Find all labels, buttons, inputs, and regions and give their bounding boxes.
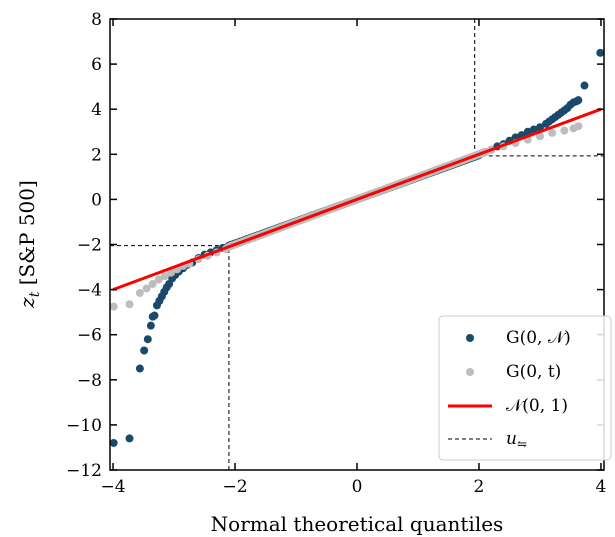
legend-label-normal: 𝒩(0, 1) <box>506 396 568 416</box>
data-point-g0n <box>535 123 544 132</box>
y-tick-label: 2 <box>91 145 102 165</box>
data-point-g0n <box>596 48 605 57</box>
y-tick-label: −12 <box>66 461 102 481</box>
data-point-g0n <box>143 335 152 344</box>
series-g0t <box>109 122 583 311</box>
data-point-g0t <box>166 268 175 277</box>
reference-line-normal <box>112 107 602 292</box>
y-tick-label: −8 <box>77 371 102 391</box>
legend-label-g0t: G(0, t) <box>506 362 561 382</box>
data-point-g0t <box>142 284 151 293</box>
data-point-g0t <box>148 279 157 288</box>
data-point-g0n <box>135 364 144 373</box>
y-axis-label-subscript: t <box>27 291 43 297</box>
data-point-g0n <box>580 81 589 90</box>
y-tick-label: −10 <box>66 416 102 436</box>
plot-data-layer <box>109 19 605 470</box>
legend-label-threshold-subscript: ⇋ <box>517 437 527 451</box>
y-tick-label: 0 <box>91 190 102 210</box>
data-point-g0n <box>523 127 532 136</box>
data-point-g0n <box>150 311 159 320</box>
legend-frame <box>438 315 612 461</box>
x-tick-label: −4 <box>101 477 126 497</box>
legend-label-threshold: u⇋ <box>506 429 527 451</box>
y-axis-label-rest: [S&P 500] <box>15 180 39 291</box>
y-tick-label: 6 <box>91 55 102 75</box>
axes: −4 −2 0 2 4 −12 −10 −8 −6 −4 −2 0 2 4 6 8 <box>66 10 606 497</box>
data-point-g0n <box>146 321 155 330</box>
data-point-g0n <box>109 438 118 447</box>
x-tick-label: 4 <box>596 477 607 497</box>
y-axis-label-symbol: z <box>15 297 39 309</box>
data-point-g0t <box>548 128 557 137</box>
y-tick-label: 4 <box>91 100 102 120</box>
x-tick-label: −2 <box>222 477 247 497</box>
y-axis-label: zt [S&P 500] <box>15 180 43 309</box>
data-point-g0t <box>560 126 569 135</box>
data-point-g0t <box>135 288 144 297</box>
legend-marker-g0t <box>466 368 474 376</box>
data-point-g0t <box>160 272 169 281</box>
data-point-g0t <box>535 132 544 141</box>
y-tick-label: −2 <box>77 236 102 256</box>
x-axis-label: Normal theoretical quantiles <box>211 512 504 536</box>
y-tick-label: 8 <box>91 10 102 30</box>
y-tick-label: −6 <box>77 326 102 346</box>
legend-label-threshold-symbol: u <box>506 429 517 449</box>
data-point-g0t <box>125 300 134 309</box>
data-point-g0t <box>574 122 583 131</box>
data-point-g0n <box>574 96 583 105</box>
x-tick-label: 2 <box>474 477 485 497</box>
data-point-g0t <box>109 302 118 311</box>
data-point-g0n <box>529 125 538 134</box>
data-point-g0n <box>140 346 149 355</box>
legend-marker-g0n <box>466 334 474 342</box>
x-tick-label: 0 <box>352 477 363 497</box>
y-tick-label: −4 <box>77 281 102 301</box>
data-point-g0n <box>125 434 134 443</box>
legend: G(0, 𝒩) G(0, t) 𝒩(0, 1) u⇋ <box>438 315 612 461</box>
data-point-g0t <box>154 275 163 284</box>
legend-label-g0n: G(0, 𝒩) <box>506 328 571 348</box>
